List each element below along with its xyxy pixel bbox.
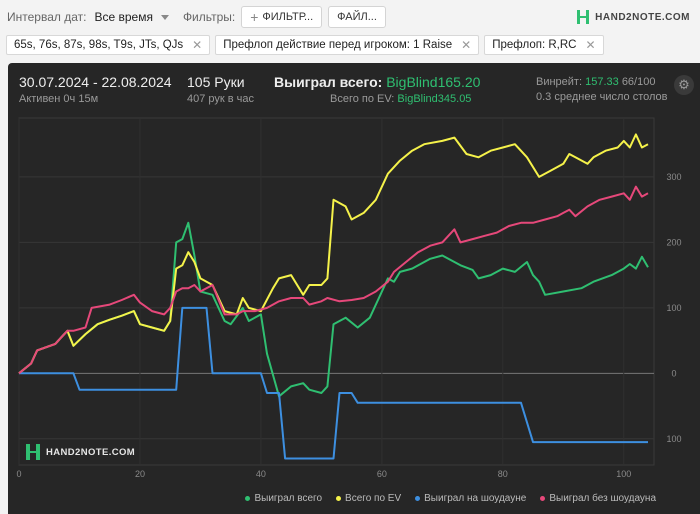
series-line-2 bbox=[19, 306, 648, 460]
bankroll-chart: 100 0 100 200 300 0 20 40 60 80 100 bbox=[16, 117, 682, 479]
filter-chip-label: 65s, 76s, 87s, 98s, T9s, JTs, QJs bbox=[14, 39, 184, 51]
hands-per-hour: 407 рук в час bbox=[187, 93, 255, 105]
active-time: Активен 0ч 15м bbox=[19, 93, 99, 105]
hand2note-watermark-icon bbox=[26, 444, 40, 460]
chart-grid bbox=[18, 117, 655, 466]
x-tick-label: 80 bbox=[498, 469, 508, 479]
legend-label: Всего по EV bbox=[345, 493, 402, 504]
legend-dot-icon bbox=[245, 496, 251, 501]
date-interval-label: Интервал дат: bbox=[7, 10, 87, 24]
series-line-0 bbox=[18, 221, 649, 398]
y-tick-label: 200 bbox=[666, 237, 681, 247]
chevron-down-icon bbox=[160, 14, 169, 20]
date-interval-value: Все время bbox=[94, 10, 153, 24]
filter-chip-label: Префлоп действие перед игроком: 1 Raise bbox=[223, 39, 453, 51]
legend-item-won-total[interactable]: Выиграл всего bbox=[245, 493, 322, 504]
legend-dot-icon bbox=[540, 496, 546, 501]
file-button[interactable]: ФАЙЛ... bbox=[328, 6, 386, 28]
date-interval-select[interactable]: Все время bbox=[94, 10, 169, 24]
legend-item-non-showdown[interactable]: Выиграл без шоудауна bbox=[540, 493, 656, 504]
y-tick-label: 100 bbox=[666, 303, 681, 313]
filter-chip-preflop-action[interactable]: Префлоп действие перед игроком: 1 Raise … bbox=[215, 35, 480, 55]
filter-button-label: ФИЛЬТР... bbox=[262, 11, 314, 23]
hands-count: 105 Руки bbox=[187, 74, 245, 90]
graph-panel: 30.07.2024 - 22.08.2024 Активен 0ч 15м 1… bbox=[8, 63, 700, 514]
close-icon[interactable]: ✕ bbox=[192, 38, 203, 52]
ev-total-label: Всего по EV: bbox=[330, 93, 395, 105]
plus-icon: + bbox=[250, 9, 259, 25]
won-total-value: BigBlind165.20 bbox=[386, 74, 481, 90]
winrate: Винрейт: 157.33 66/100 bbox=[536, 76, 655, 88]
watermark-text: HAND2NOTE.COM bbox=[46, 446, 136, 458]
filter-chip-label: Префлоп: R,RC bbox=[492, 39, 577, 51]
filter-button[interactable]: + ФИЛЬТР... bbox=[241, 6, 323, 28]
y-tick-label: 300 bbox=[666, 172, 681, 182]
avg-tables: 0.3 среднее число столов bbox=[536, 91, 668, 103]
logo-text: HAND2NOTE.COM bbox=[595, 11, 690, 23]
winrate-hands: 66/100 bbox=[621, 76, 656, 88]
legend-dot-icon bbox=[336, 496, 342, 501]
x-tick-label: 100 bbox=[616, 469, 631, 479]
chart-ticks: 100 0 100 200 300 0 20 40 60 80 100 bbox=[16, 172, 681, 479]
legend-dot-icon bbox=[415, 496, 421, 501]
x-tick-label: 60 bbox=[377, 469, 387, 479]
won-total-label: Выиграл всего: bbox=[274, 74, 383, 90]
active-filter-chips: 65s, 76s, 87s, 98s, T9s, JTs, QJs ✕ Преф… bbox=[6, 35, 604, 55]
hand2note-logo: HAND2NOTE.COM bbox=[577, 10, 690, 24]
hand2note-logo-icon bbox=[577, 10, 590, 24]
filters-label: Фильтры: bbox=[182, 10, 236, 24]
filter-chip-hands[interactable]: 65s, 76s, 87s, 98s, T9s, JTs, QJs ✕ bbox=[6, 35, 211, 55]
series-line-1 bbox=[18, 133, 649, 375]
hand2note-watermark: HAND2NOTE.COM bbox=[26, 444, 135, 460]
legend-item-ev[interactable]: Всего по EV bbox=[336, 493, 401, 504]
legend-item-showdown[interactable]: Выиграл на шоудауне bbox=[415, 493, 526, 504]
x-tick-label: 40 bbox=[256, 469, 266, 479]
chart-legend: Выиграл всего Всего по EV Выиграл на шоу… bbox=[245, 493, 656, 504]
legend-label: Выиграл на шоудауне bbox=[424, 493, 527, 504]
y-tick-label: 100 bbox=[666, 434, 681, 444]
y-tick-label: 0 bbox=[671, 368, 676, 378]
winrate-label: Винрейт: bbox=[536, 76, 583, 88]
top-toolbar: Интервал дат: Все время Фильтры: + ФИЛЬТ… bbox=[0, 0, 700, 34]
series-line-3 bbox=[18, 185, 649, 375]
ev-total-value: BigBlind345.05 bbox=[397, 93, 472, 105]
ev-total: Всего по EV: BigBlind345.05 bbox=[330, 93, 471, 105]
close-icon[interactable]: ✕ bbox=[585, 38, 596, 52]
won-total: Выиграл всего: BigBlind165.20 bbox=[274, 74, 480, 90]
file-button-label: ФАЙЛ... bbox=[337, 11, 377, 23]
date-range: 30.07.2024 - 22.08.2024 bbox=[19, 74, 172, 90]
winrate-value: 157.33 bbox=[585, 76, 619, 88]
close-icon[interactable]: ✕ bbox=[461, 38, 472, 52]
legend-label: Выиграл без шоудауна bbox=[549, 493, 656, 504]
x-tick-label: 0 bbox=[16, 469, 21, 479]
legend-label: Выиграл всего bbox=[254, 493, 323, 504]
x-tick-label: 20 bbox=[135, 469, 145, 479]
settings-gear-icon[interactable]: ⚙ bbox=[674, 75, 694, 95]
filter-chip-preflop[interactable]: Префлоп: R,RC ✕ bbox=[484, 35, 604, 55]
chart-lines bbox=[18, 133, 649, 460]
